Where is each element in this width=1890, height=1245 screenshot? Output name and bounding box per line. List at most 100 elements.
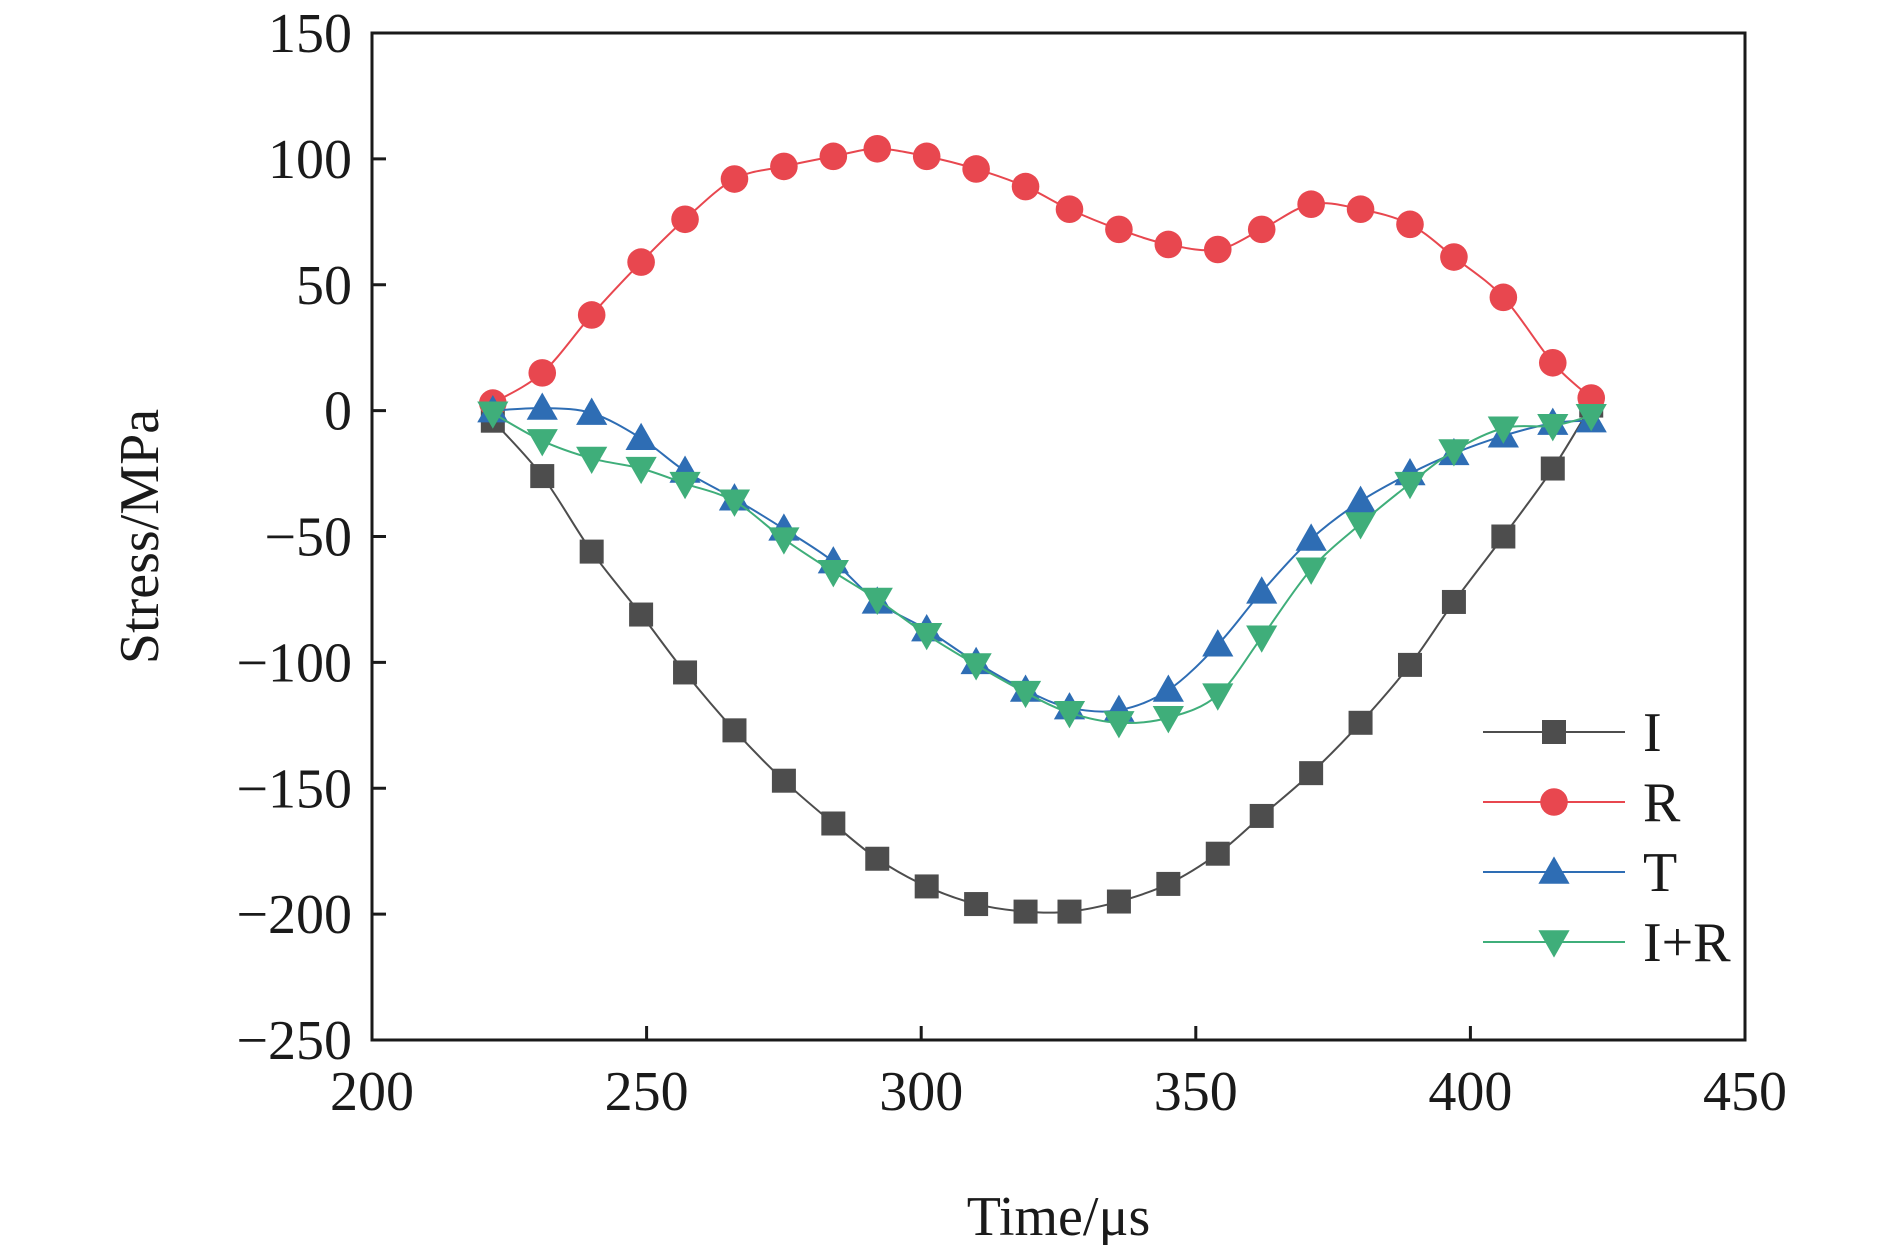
data-point <box>1053 701 1086 729</box>
data-point <box>1156 871 1181 896</box>
x-tick-label: 350 <box>1154 1061 1238 1123</box>
data-point <box>1540 788 1568 816</box>
data-point <box>625 422 657 451</box>
series-line <box>492 412 1592 725</box>
data-point <box>629 602 654 627</box>
y-tick-label: −50 <box>264 507 352 569</box>
data-point <box>1538 348 1567 377</box>
data-point <box>1489 283 1518 312</box>
data-point <box>960 653 992 681</box>
data-point <box>1540 456 1565 481</box>
data-point <box>1394 471 1426 500</box>
data-point <box>863 135 892 163</box>
y-tick-label: −100 <box>236 632 352 694</box>
data-point <box>1055 195 1084 224</box>
data-point <box>1202 629 1234 657</box>
data-point <box>1297 190 1325 218</box>
data-point <box>477 401 509 429</box>
series-line <box>492 405 1593 914</box>
series-i <box>480 393 1604 924</box>
series-r <box>479 135 1606 417</box>
data-point <box>1152 674 1184 702</box>
data-point <box>1487 416 1519 444</box>
x-axis-title: Time/μs <box>967 1186 1151 1245</box>
data-point <box>1441 589 1466 614</box>
data-point <box>530 464 555 489</box>
y-tick-label: −200 <box>236 884 352 946</box>
data-point <box>819 142 848 171</box>
data-point <box>1575 403 1607 432</box>
data-point <box>865 846 890 871</box>
data-point <box>1348 710 1373 735</box>
legend-label: R <box>1643 772 1681 834</box>
legend-item: I+R <box>1483 912 1731 974</box>
data-point <box>1154 230 1183 259</box>
data-point <box>1538 856 1570 884</box>
data-point <box>1205 841 1230 866</box>
y-tick-label: 50 <box>296 255 352 317</box>
data-point <box>1295 523 1327 551</box>
x-tick-label: 400 <box>1428 1061 1512 1123</box>
data-point <box>911 622 943 651</box>
series-t <box>477 392 1607 722</box>
y-tick-label: 0 <box>324 381 352 443</box>
series-line <box>492 407 1592 713</box>
data-point <box>912 142 941 171</box>
data-point <box>1249 803 1274 828</box>
data-point <box>771 768 796 793</box>
series-i-r <box>477 401 1607 739</box>
data-point <box>1246 625 1278 653</box>
data-point <box>1202 683 1234 711</box>
data-point <box>1538 930 1570 958</box>
x-tick-label: 250 <box>605 1061 689 1123</box>
plot-frame <box>370 31 1747 1042</box>
data-point <box>526 392 558 420</box>
data-point <box>1011 172 1040 201</box>
data-point <box>1057 899 1082 924</box>
data-point <box>526 429 558 457</box>
y-tick-label: −150 <box>236 758 352 820</box>
data-point <box>964 892 989 917</box>
data-point <box>1247 215 1276 244</box>
series-layer <box>477 135 1607 924</box>
data-point <box>1344 485 1377 513</box>
data-point <box>673 660 698 685</box>
legend-label: I <box>1643 702 1662 764</box>
data-point <box>914 874 939 899</box>
data-point <box>1438 439 1470 467</box>
data-point <box>576 446 608 475</box>
data-point <box>1537 414 1569 442</box>
data-point <box>1103 711 1135 739</box>
data-point <box>1295 557 1327 585</box>
data-point <box>1106 889 1131 914</box>
data-point <box>861 587 893 616</box>
data-point <box>768 527 800 555</box>
data-point <box>1105 215 1133 244</box>
data-point <box>1542 720 1566 744</box>
data-point <box>1203 235 1232 264</box>
data-point <box>1396 210 1424 239</box>
legend-label: T <box>1643 842 1677 904</box>
y-tick-label: 100 <box>268 129 352 191</box>
data-point <box>671 205 699 234</box>
y-tick-label: −250 <box>236 1010 352 1072</box>
data-point <box>722 718 747 743</box>
data-point <box>579 539 604 564</box>
legend-item: I <box>1483 702 1662 764</box>
data-point <box>1299 761 1324 786</box>
legend-item: R <box>1483 772 1681 834</box>
data-point <box>625 456 657 485</box>
data-point <box>770 152 798 181</box>
data-point <box>1397 652 1422 677</box>
data-point <box>576 397 608 425</box>
legend-item: T <box>1483 842 1677 904</box>
y-tick-label: 150 <box>268 3 352 65</box>
data-point <box>1344 512 1377 540</box>
data-point <box>718 489 751 517</box>
legend-label: I+R <box>1643 912 1731 974</box>
data-point <box>669 471 701 500</box>
data-point <box>962 155 990 183</box>
data-point <box>1013 899 1038 924</box>
data-point <box>720 165 749 193</box>
